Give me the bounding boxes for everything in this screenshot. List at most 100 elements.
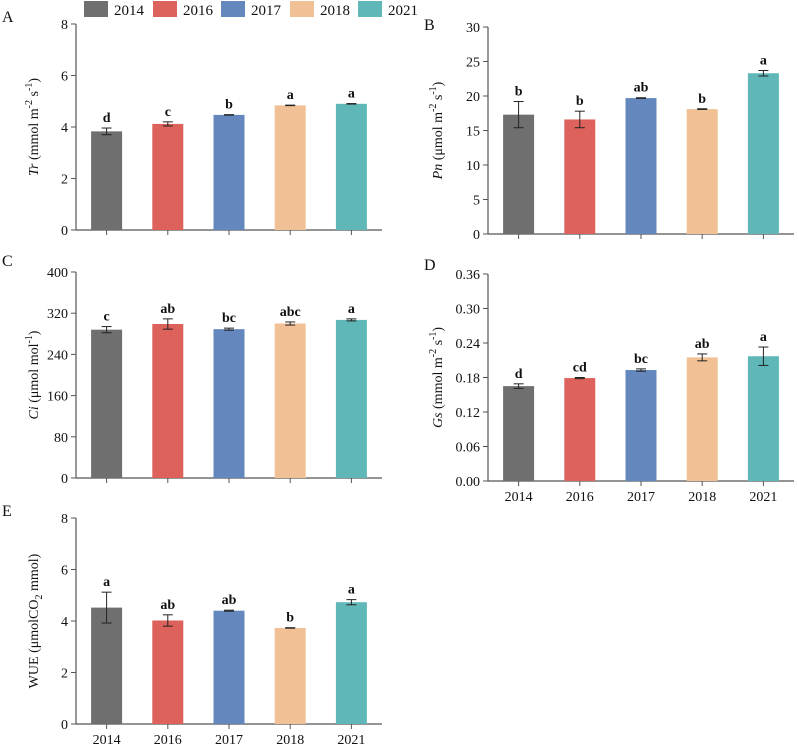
- y-label-part: s: [27, 91, 42, 100]
- panel-B: B 0 5 10 15 20 25 30 Pn (μmol m-2 s-1) b b ab b a: [424, 17, 794, 243]
- bar-2016: [564, 378, 596, 481]
- bar-2018: [274, 627, 306, 724]
- bar-2016: [152, 620, 184, 724]
- bar-2018: [274, 105, 306, 230]
- legend-item: 2016: [153, 1, 214, 19]
- significance-letter: bc: [222, 311, 236, 326]
- significance-letter: ab: [634, 81, 649, 96]
- significance-letter: b: [576, 94, 584, 109]
- legend-label: 2021: [388, 3, 418, 19]
- y-tick-label: 8: [61, 512, 68, 527]
- legend-swatch: [221, 1, 245, 17]
- significance-letter: a: [760, 330, 767, 345]
- y-tick-label: 0: [61, 718, 68, 733]
- y-label-part: mmol): [27, 553, 42, 594]
- legend-label: 2017: [251, 3, 282, 19]
- panel-letter: A: [2, 9, 14, 26]
- y-label-part: WUE (μmolCO: [27, 600, 42, 689]
- significance-letter: a: [103, 575, 110, 590]
- bar-2021: [747, 73, 779, 234]
- y-label-part: Pn: [431, 164, 446, 181]
- y-label-superscript: -1: [24, 83, 35, 91]
- significance-letter: b: [286, 611, 294, 626]
- significance-letter: ab: [695, 337, 710, 352]
- bar-2017: [625, 370, 657, 481]
- panel-letter: C: [2, 253, 13, 270]
- bar-2014: [503, 114, 535, 234]
- y-label-part: Gs: [431, 412, 446, 428]
- y-label-part: s: [431, 340, 446, 349]
- x-tick-label: 2016: [566, 490, 594, 505]
- significance-letter: abc: [280, 305, 301, 320]
- y-tick-label: 0.24: [456, 337, 481, 352]
- legend-label: 2014: [114, 3, 145, 19]
- y-tick-label: 30: [466, 21, 480, 36]
- significance-letter: d: [515, 367, 523, 382]
- y-tick-label: 0: [61, 472, 68, 487]
- y-tick-label: 0: [473, 228, 480, 243]
- bar-2021: [747, 356, 779, 481]
- y-tick-label: 10: [466, 159, 480, 174]
- significance-letter: c: [103, 310, 109, 325]
- y-tick-label: 0.06: [456, 441, 481, 456]
- bar-2018: [686, 109, 718, 234]
- y-label-part: Tr: [27, 163, 42, 176]
- y-tick-label: 160: [47, 390, 68, 405]
- y-label-part: ): [27, 330, 42, 335]
- significance-letter: b: [515, 85, 523, 100]
- significance-letter: c: [165, 105, 171, 120]
- significance-letter: ab: [160, 302, 175, 317]
- y-label-part: ): [431, 81, 446, 86]
- y-label-superscript: -1: [428, 332, 439, 340]
- y-axis-label: WUE (μmolCO2 mmol): [27, 553, 45, 688]
- bar-2017: [213, 610, 245, 724]
- y-tick-label: 2: [61, 173, 68, 188]
- y-tick-label: 4: [61, 121, 68, 136]
- y-tick-label: 240: [47, 348, 68, 363]
- bar-2021: [335, 602, 367, 724]
- bar-2021: [335, 103, 367, 230]
- significance-letter: cd: [573, 361, 587, 376]
- y-tick-label: 4: [61, 615, 68, 630]
- significance-letter: b: [698, 92, 706, 107]
- y-tick-label: 320: [47, 307, 68, 322]
- panel-letter: B: [424, 17, 435, 34]
- legend-swatch: [84, 1, 108, 17]
- significance-letter: a: [348, 302, 355, 317]
- x-tick-label: 2021: [337, 733, 365, 745]
- legend-swatch: [358, 1, 382, 17]
- significance-letter: ab: [222, 593, 237, 608]
- y-tick-label: 5: [473, 194, 480, 209]
- y-tick-label: 20: [466, 90, 480, 105]
- x-tick-label: 2017: [215, 733, 243, 745]
- legend-item: 2018: [290, 1, 350, 19]
- bar-2018: [274, 323, 306, 478]
- bar-2017: [213, 329, 245, 478]
- y-label-superscript: -2: [428, 104, 439, 112]
- y-tick-label: 6: [61, 564, 68, 579]
- legend-item: 2017: [221, 1, 282, 19]
- legend-label: 2018: [320, 3, 350, 19]
- y-tick-label: 0.18: [456, 372, 481, 387]
- legend-item: 2014: [84, 1, 145, 19]
- significance-letter: a: [348, 87, 355, 102]
- bar-2014: [503, 386, 535, 481]
- significance-letter: d: [103, 111, 111, 126]
- panel-C: C 0 80 160 240 320 400 Ci (μmol mol-1) c ab bc abc a: [2, 253, 382, 487]
- y-label-part: (μmol mol: [27, 343, 42, 406]
- y-axis-label: Tr (mmol m-2 s-1): [24, 78, 42, 176]
- bar-2018: [686, 357, 718, 481]
- bar-2014: [91, 131, 123, 230]
- x-tick-label: 2021: [749, 490, 777, 505]
- y-tick-label: 80: [54, 431, 68, 446]
- significance-letter: a: [348, 583, 355, 598]
- y-label-part: (μmol m: [431, 112, 446, 164]
- significance-letter: ab: [160, 598, 175, 613]
- panel-letter: D: [424, 257, 436, 274]
- y-tick-label: 15: [466, 125, 480, 140]
- y-axis-label: Gs (mmol m-2 s-1): [428, 327, 446, 428]
- significance-letter: a: [760, 53, 767, 68]
- y-tick-label: 0.30: [456, 303, 481, 318]
